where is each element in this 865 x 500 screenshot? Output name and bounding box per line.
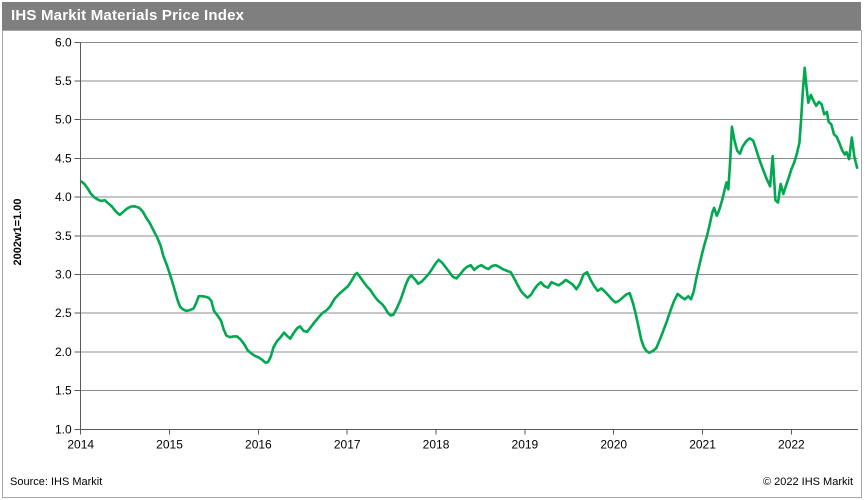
y-tick-label: 5.5	[55, 74, 72, 88]
y-tick-label: 2.5	[55, 306, 72, 320]
x-tick-label: 2016	[245, 437, 272, 451]
y-tick-label: 4.0	[55, 190, 72, 204]
x-tick-label: 2017	[334, 437, 361, 451]
price-line	[80, 66, 859, 365]
chart-title: IHS Markit Materials Price Index	[11, 7, 245, 24]
y-tick-label: 2.0	[55, 345, 72, 359]
x-tick-label: 2015	[156, 437, 183, 451]
chart-frame	[2, 30, 862, 498]
source-note: Source: IHS Markit	[10, 476, 103, 488]
x-tick-label: 2020	[600, 437, 627, 451]
y-axis-title: 2002w1=1.00	[12, 198, 24, 266]
y-tick-label: 3.5	[55, 229, 72, 243]
y-tick-label: 1.0	[55, 422, 72, 436]
x-tick-label: 2021	[689, 437, 716, 451]
x-tick-label: 2018	[423, 437, 450, 451]
chart-title-bar: IHS Markit Materials Price Index	[2, 2, 861, 30]
x-tick-label: 2019	[512, 437, 539, 451]
y-tick-label: 4.5	[55, 151, 72, 165]
y-tick-label: 6.0	[55, 35, 72, 49]
copyright-note: © 2022 IHS Markit	[762, 476, 853, 488]
x-tick-label: 2014	[67, 437, 94, 451]
y-tick-label: 1.5	[55, 384, 72, 398]
y-tick-label: 3.0	[55, 268, 72, 282]
x-tick-label: 2022	[778, 437, 805, 451]
y-tick-label: 5.0	[55, 113, 72, 127]
